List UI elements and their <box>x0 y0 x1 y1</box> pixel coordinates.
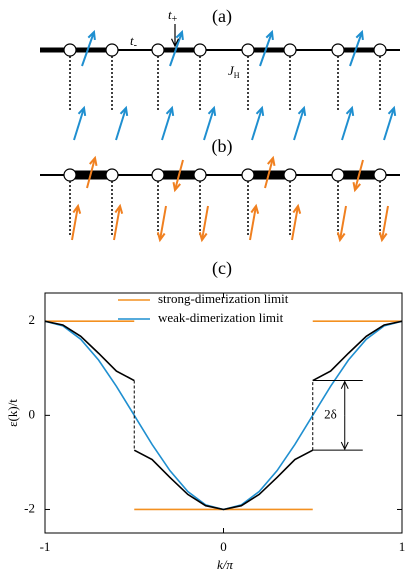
arrow-head <box>89 155 98 167</box>
legend-label: weak-dimerization limit <box>158 310 284 325</box>
legend-label: strong-dimerization limit <box>158 291 289 306</box>
hopping-label: t- <box>130 33 137 51</box>
arrow-head <box>255 105 265 117</box>
arrow-shaft <box>115 107 127 141</box>
site <box>193 43 207 57</box>
arrow-head <box>378 232 388 243</box>
site <box>241 43 255 57</box>
arrow-head <box>72 203 82 214</box>
site <box>63 43 77 57</box>
arrow-head <box>250 203 260 214</box>
arrow-head <box>265 29 274 41</box>
arrow-shaft <box>201 205 209 241</box>
arrow-shaft <box>249 205 257 241</box>
subscript: + <box>172 14 178 25</box>
series-line <box>44 320 403 511</box>
annotation: 2δ <box>324 406 337 421</box>
series-line <box>45 320 402 511</box>
x-tick-label: 1 <box>399 539 406 554</box>
arrow-shaft <box>381 205 389 241</box>
arrow-head <box>355 29 364 41</box>
arrow-shaft <box>341 107 353 141</box>
symbol: t <box>168 7 172 22</box>
site <box>373 168 387 182</box>
arrow-head <box>297 105 307 117</box>
arrow-head <box>170 38 180 48</box>
arrow-shaft <box>86 157 96 189</box>
site <box>105 168 119 182</box>
arrow-head <box>77 105 87 117</box>
arrow-shaft <box>264 157 274 189</box>
arrow-head <box>340 380 349 389</box>
site <box>193 168 207 182</box>
arrow-shaft <box>159 205 167 241</box>
arrow-shaft <box>73 107 85 141</box>
site <box>283 43 297 57</box>
arrow-head <box>87 29 96 41</box>
arrow-shaft <box>203 107 215 141</box>
arrow-head <box>119 105 129 117</box>
arrow-shaft <box>259 31 273 67</box>
site <box>63 168 77 182</box>
subscript: - <box>134 40 137 51</box>
arrow-head <box>172 181 181 193</box>
symbol: t <box>130 33 134 48</box>
arrow-head <box>114 203 124 214</box>
arrow-head <box>352 181 361 193</box>
coupling-label: JH <box>228 63 240 80</box>
arrow-shaft <box>293 107 305 141</box>
panel-label: (c) <box>212 258 232 279</box>
site <box>373 43 387 57</box>
arrow-head <box>156 232 166 243</box>
series-line <box>44 320 403 511</box>
site <box>151 43 165 57</box>
arrow-shaft <box>383 107 395 141</box>
y-axis-label: ε(k)/t <box>5 399 20 427</box>
site <box>331 168 345 182</box>
plot-frame <box>44 292 403 534</box>
arrow-shaft <box>71 205 79 241</box>
arrow-shaft <box>251 107 263 141</box>
arrow-shaft <box>81 31 95 67</box>
arrow-shaft <box>354 159 364 191</box>
arrow-shaft <box>161 107 173 141</box>
arrow-shaft <box>169 31 183 67</box>
symbol: J <box>228 63 235 78</box>
hopping-label: t+ <box>168 7 178 25</box>
x-axis-label: k/π <box>217 557 233 572</box>
arrow-shaft <box>291 205 299 241</box>
y-tick-label: 0 <box>29 406 36 421</box>
arrow-head <box>345 105 355 117</box>
arrow-shaft <box>339 205 347 241</box>
arrow-head <box>165 105 175 117</box>
site <box>105 43 119 57</box>
arrow-shaft <box>349 31 363 67</box>
site <box>331 43 345 57</box>
arrow-head <box>175 29 184 41</box>
arrow-head <box>340 441 349 451</box>
arrow-head <box>292 203 302 214</box>
x-tick-label: -1 <box>40 539 51 554</box>
x-tick-label: 0 <box>220 539 227 554</box>
y-tick-label: 2 <box>29 312 36 327</box>
panel-label: (b) <box>212 136 233 157</box>
site <box>151 168 165 182</box>
site <box>283 168 297 182</box>
panel-label: (a) <box>212 6 232 27</box>
arrow-shaft <box>174 159 184 191</box>
arrow-head <box>387 105 397 117</box>
arrow-head <box>207 105 217 117</box>
site <box>241 168 255 182</box>
arrow-shaft <box>113 205 121 241</box>
y-tick-label: -2 <box>24 500 35 515</box>
arrow-head <box>336 232 346 243</box>
arrow-head <box>267 155 276 167</box>
arrow-head <box>198 232 208 243</box>
subscript: H <box>234 71 240 80</box>
